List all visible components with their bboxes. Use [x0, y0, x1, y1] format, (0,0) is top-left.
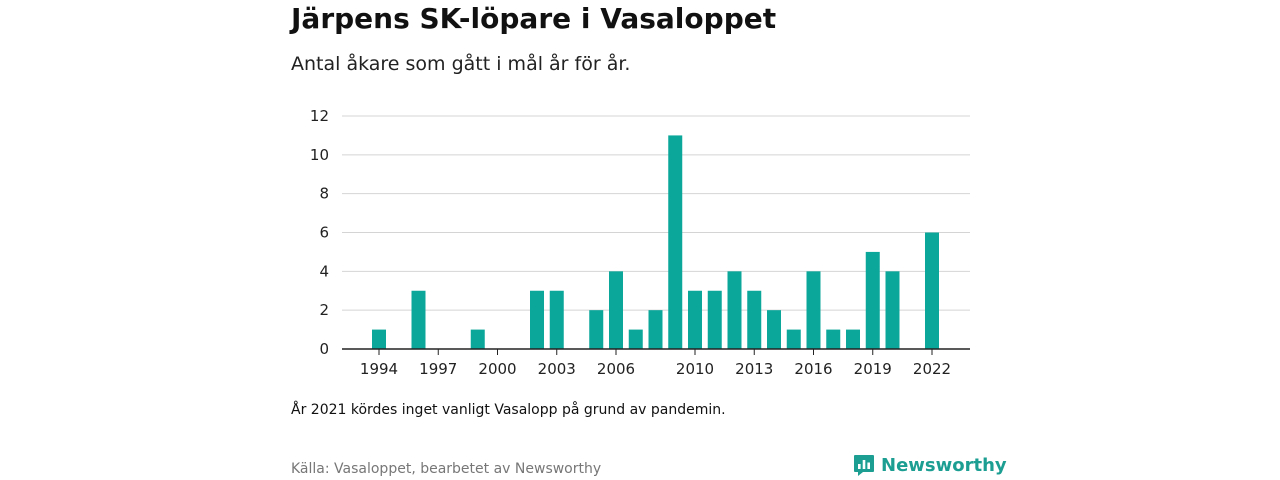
bar-2014 [767, 310, 781, 349]
bar-2003 [549, 290, 564, 349]
y-tick-label-0: 0 [319, 340, 329, 358]
bar-2018 [846, 329, 860, 349]
y-tick-label-12: 12 [310, 107, 329, 125]
x-tick-label-2006: 2006 [597, 360, 635, 378]
bar-2002 [530, 290, 544, 349]
bar-1994 [372, 329, 386, 349]
bar-chart: 0 2 4 6 8 10 12 1994 1997 2000 2003 2006 2010 2013 201… [310, 107, 970, 378]
newsworthy-logo-icon [854, 455, 874, 476]
bar-2016 [806, 271, 821, 349]
bar-2005 [589, 310, 604, 349]
bar-2020 [885, 271, 900, 349]
x-tick-label-2013: 2013 [735, 360, 773, 378]
chart-subtitle: Antal åkare som gått i mål år för år. [291, 53, 631, 75]
bar-2013 [747, 290, 762, 349]
chart-title: Järpens SK-löpare i Vasaloppet [291, 2, 777, 35]
y-tick-label-10: 10 [310, 146, 329, 164]
bar-2010 [688, 290, 702, 349]
bar-1996 [411, 290, 426, 349]
bar-2015 [786, 329, 801, 349]
bar-2017 [826, 329, 841, 349]
y-tick-label-2: 2 [319, 301, 329, 319]
y-tick-label-4: 4 [319, 262, 329, 280]
bar-2007 [628, 329, 643, 349]
bar-2022 [925, 232, 939, 349]
bar-2011 [707, 290, 722, 349]
bar-2019 [865, 251, 880, 349]
bar-2012 [727, 271, 742, 349]
bar-2009 [668, 135, 683, 349]
bar-2006 [609, 271, 623, 349]
x-tick-label-2010: 2010 [676, 360, 714, 378]
y-tick-label-8: 8 [319, 185, 329, 203]
x-tick-label-1994: 1994 [360, 360, 398, 378]
x-tick-label-2003: 2003 [538, 360, 576, 378]
x-tick-label-2019: 2019 [854, 360, 892, 378]
source-credit: Källa: Vasaloppet, bearbetet av Newswort… [291, 461, 602, 477]
bar-1999 [470, 329, 485, 349]
x-tick-label-2016: 2016 [794, 360, 832, 378]
y-tick-label-6: 6 [319, 224, 329, 242]
x-tick-label-1997: 1997 [419, 360, 457, 378]
newsworthy-brand: Newsworthy [853, 452, 1007, 478]
brand-name: Newsworthy [881, 454, 1007, 476]
bar-2008 [648, 310, 663, 349]
x-tick-label-2022: 2022 [913, 360, 951, 378]
chart-note: År 2021 kördes inget vanligt Vasalopp på… [291, 402, 726, 418]
x-tick-label-2000: 2000 [478, 360, 516, 378]
